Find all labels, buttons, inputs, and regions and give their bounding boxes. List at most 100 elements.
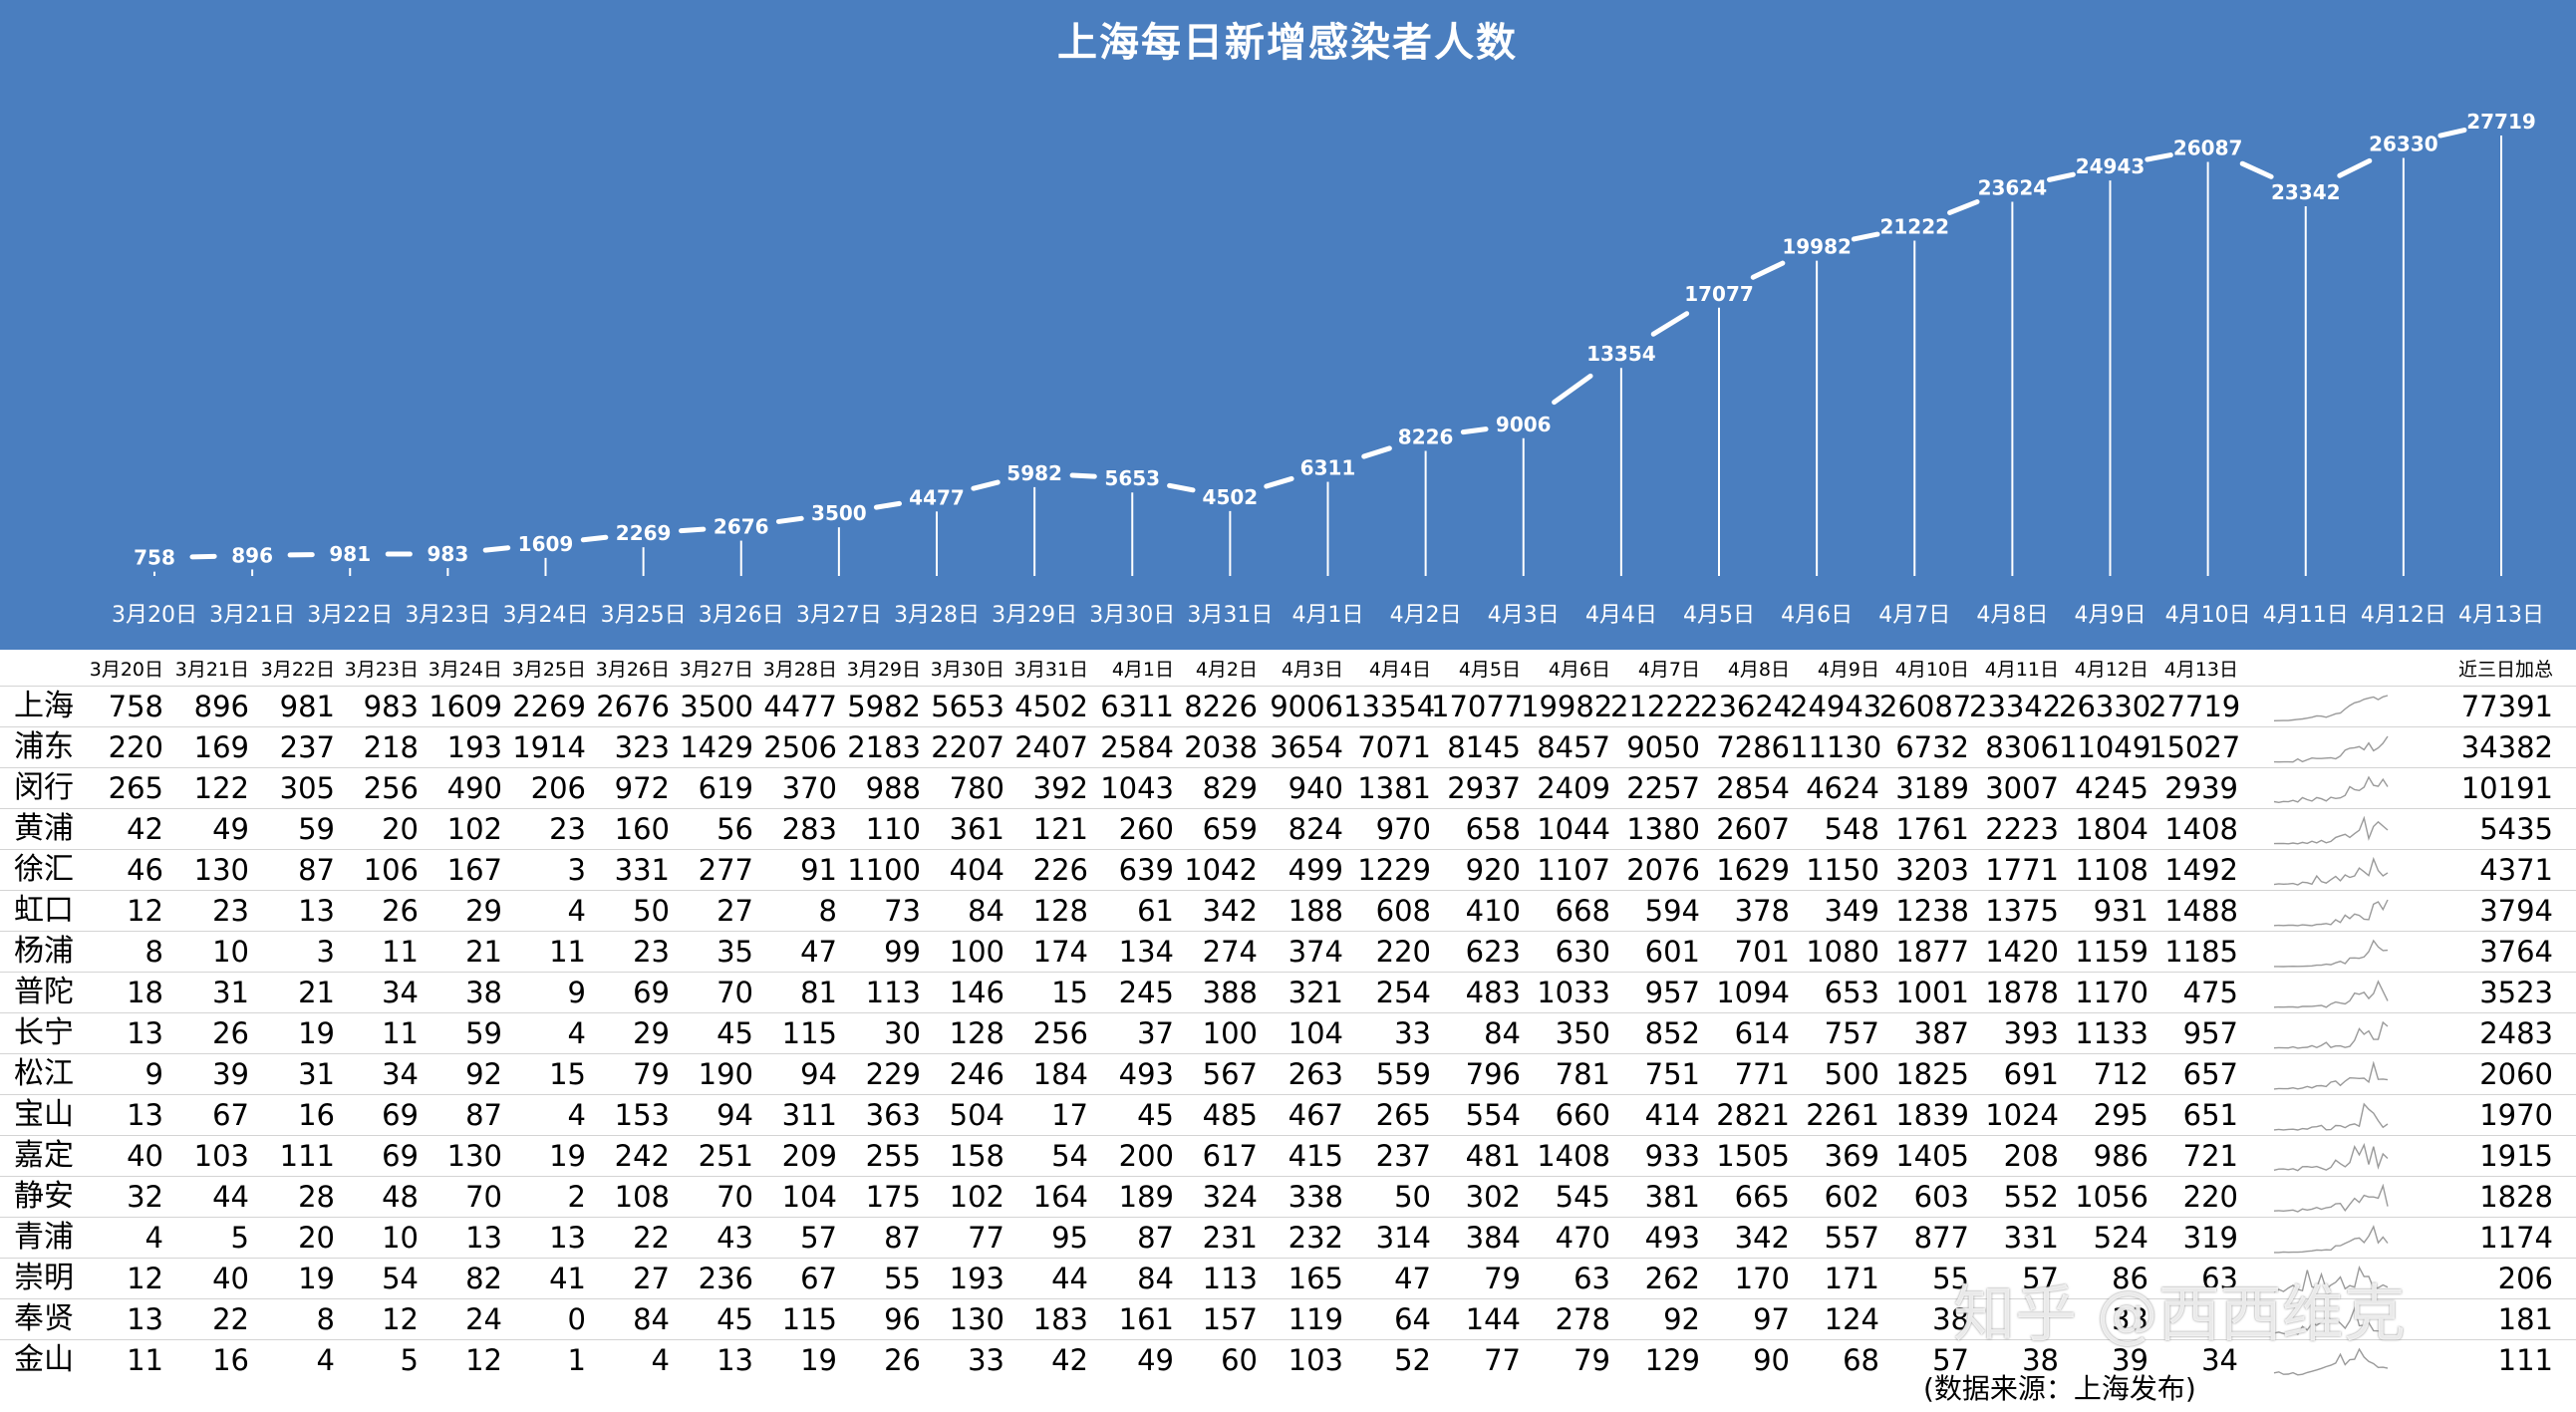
- trend-arrows: ↘↘↘: [2567, 1095, 2576, 1136]
- sparkline: [2273, 1183, 2389, 1213]
- daily-value: 524: [2093, 1221, 2148, 1255]
- daily-value: 171: [1824, 1262, 1879, 1295]
- data-label: 26087: [2173, 136, 2243, 159]
- daily-value: 254: [1375, 976, 1431, 1009]
- daily-value: 144: [1465, 1302, 1521, 1336]
- daily-value: 22: [212, 1302, 249, 1336]
- daily-value: 34: [382, 1057, 419, 1091]
- daily-value: 13: [127, 1016, 163, 1050]
- daily-value: 1839: [1895, 1098, 1969, 1132]
- daily-value: 100: [1202, 1016, 1258, 1050]
- daily-value: 6311: [1100, 690, 1174, 723]
- daily-value: 2506: [763, 730, 837, 764]
- daily-value: 17: [1051, 1098, 1088, 1132]
- trend-arrows: ↘: [2567, 768, 2576, 809]
- trend-arrows: ↗↗↗: [2567, 891, 2576, 932]
- daily-value: 77: [968, 1221, 1004, 1255]
- daily-value: 128: [949, 1016, 1004, 1050]
- trend-arrows: ↗↗: [2567, 727, 2576, 768]
- data-label: 5982: [1006, 461, 1062, 485]
- sparkline-path: [2273, 815, 2388, 845]
- daily-value: 12: [382, 1302, 419, 1336]
- daily-value: 2854: [1716, 771, 1790, 805]
- daily-value: 34: [2201, 1343, 2238, 1377]
- series-line-segment: [1851, 231, 1880, 242]
- daily-value: 2269: [512, 690, 586, 723]
- daily-value: 384: [1465, 1221, 1521, 1255]
- daily-value: 758: [108, 690, 163, 723]
- series-line-segment: [2047, 171, 2076, 182]
- sparkline-path: [2273, 980, 2389, 1008]
- daily-value: 200: [1118, 1139, 1174, 1173]
- daily-value: 6732: [1895, 730, 1969, 764]
- daily-value: 3: [316, 935, 335, 969]
- trend-arrows: ↗: [2567, 1136, 2576, 1177]
- daily-value: 342: [1202, 894, 1258, 928]
- table-row: 徐汇 46 130 87 106 167 3 331 277 91 1100 404 226 639 104…: [0, 849, 2576, 891]
- table-row: 普陀 18 31 21 34 38 9 69 70 81 113 146 15 245 388 321 254 4…: [0, 972, 2576, 1013]
- sparkline-cell: [2238, 1013, 2423, 1054]
- x-tick-label: 4月1日: [1292, 603, 1364, 628]
- daily-value: 1380: [1626, 812, 1700, 846]
- three-day-total: 77391: [2460, 690, 2553, 723]
- data-label: 13354: [1586, 342, 1656, 366]
- three-day-total: 3794: [2479, 894, 2553, 928]
- daily-value: 940: [1288, 771, 1343, 805]
- daily-value: 493: [1118, 1057, 1174, 1091]
- daily-value: 1492: [2164, 853, 2238, 887]
- daily-value: 920: [1465, 853, 1521, 887]
- daily-value: 1159: [2075, 935, 2148, 969]
- daily-value: 87: [1137, 1221, 1174, 1255]
- daily-value: 1877: [1895, 935, 1969, 969]
- series-line-segment: [679, 526, 707, 534]
- date-header: 4月3日: [1281, 658, 1343, 681]
- sparkline: [2273, 1060, 2388, 1090]
- daily-value: 32: [127, 1180, 163, 1214]
- district-name: 闵行: [14, 770, 74, 805]
- daily-value: 321: [1288, 976, 1343, 1009]
- trend-arrows: ↘: [2567, 932, 2576, 973]
- district-name: 奉贤: [14, 1301, 74, 1336]
- daily-value: 933: [1644, 1139, 1700, 1173]
- sparkline-cell: [2238, 1054, 2423, 1095]
- daily-value: 9006: [1270, 690, 1343, 723]
- sparkline: [2273, 939, 2388, 968]
- daily-value: 175: [865, 1180, 921, 1214]
- date-header: 3月23日: [344, 658, 419, 681]
- daily-value: 4: [567, 894, 586, 928]
- daily-value: 8457: [1537, 730, 1610, 764]
- daily-value: 23624: [1700, 690, 1793, 723]
- sparkline-cell: [2238, 727, 2423, 768]
- daily-value: 1825: [1895, 1057, 1969, 1091]
- daily-value: 602: [1824, 1180, 1879, 1214]
- daily-value: 369: [1824, 1139, 1879, 1173]
- sparkline-cell: [2238, 1095, 2423, 1136]
- daily-value: 3: [567, 853, 586, 887]
- sparkline-path: [2273, 1142, 2388, 1172]
- daily-value: 242: [614, 1139, 670, 1173]
- daily-value: 374: [1288, 935, 1343, 969]
- sparkline: [2273, 899, 2389, 927]
- daily-value: 2607: [1716, 812, 1790, 846]
- sparkline: [2273, 1347, 2388, 1376]
- daily-value: 40: [212, 1262, 249, 1295]
- daily-value: 130: [446, 1139, 502, 1173]
- daily-value: 92: [465, 1057, 502, 1091]
- daily-value: 617: [1202, 1139, 1258, 1173]
- daily-value: 278: [1555, 1302, 1610, 1336]
- x-tick-label: 4月13日: [2458, 603, 2544, 628]
- daily-value: 86: [2112, 1262, 2148, 1295]
- table-row: 静安 32 44 28 48 70 2 108 70 104 175 102 164 189 324 338 5…: [0, 1176, 2576, 1218]
- daily-value: 183: [1032, 1302, 1088, 1336]
- daily-value: 3007: [1985, 771, 2059, 805]
- daily-value: 414: [1644, 1098, 1700, 1132]
- trend-arrows: ↘: [2567, 973, 2576, 1013]
- daily-value: 896: [193, 690, 249, 723]
- daily-value: 73: [884, 894, 921, 928]
- sparkline-cell: [2238, 1218, 2423, 1259]
- series-line-segment: [1947, 199, 1980, 215]
- trend-arrows: ↗↗↗: [2567, 687, 2576, 727]
- sparkline: [2273, 775, 2389, 804]
- date-header: 4月6日: [1548, 658, 1610, 681]
- daily-value: 1229: [1357, 853, 1431, 887]
